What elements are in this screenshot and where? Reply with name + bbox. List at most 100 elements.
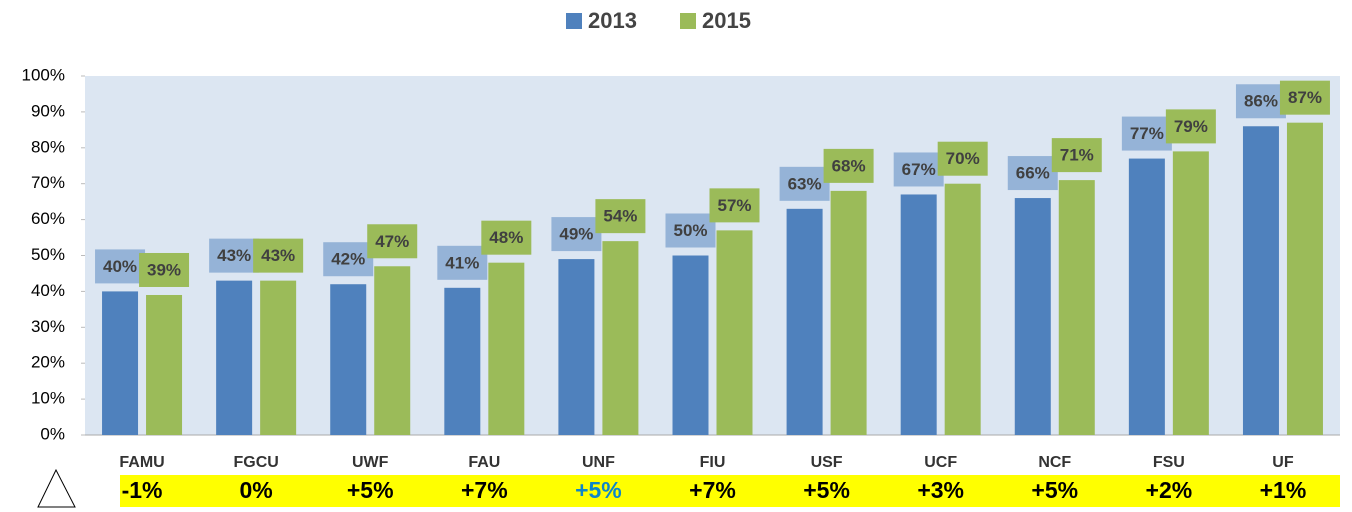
y-tick-label: 10% xyxy=(31,389,65,408)
data-label-box xyxy=(1279,80,1330,115)
data-label-box xyxy=(551,217,602,252)
change-label: +5% xyxy=(575,477,622,503)
data-label-box xyxy=(1165,109,1216,144)
x-tick-label: NCF xyxy=(1038,454,1071,471)
data-label-box xyxy=(367,224,418,259)
bar xyxy=(716,230,753,435)
y-tick-label: 40% xyxy=(31,281,65,300)
bar xyxy=(374,266,411,435)
legend-swatch xyxy=(680,13,696,29)
data-label: 54% xyxy=(603,207,637,226)
change-band xyxy=(120,475,1340,507)
change-label: +5% xyxy=(1031,477,1078,503)
y-tick-label: 60% xyxy=(31,209,65,228)
change-label: +1% xyxy=(1260,477,1307,503)
data-label: 57% xyxy=(717,196,751,215)
change-label: +7% xyxy=(689,477,736,503)
x-tick-label: FGCU xyxy=(233,454,278,471)
x-tick-label: FIU xyxy=(700,454,726,471)
x-tick-label: FAMU xyxy=(119,454,164,471)
data-label-box xyxy=(139,252,190,287)
data-label-box xyxy=(1007,156,1058,191)
y-tick-label: 20% xyxy=(31,353,65,372)
bar xyxy=(1286,122,1323,436)
data-label: 43% xyxy=(217,246,251,265)
legend-label: 2013 xyxy=(588,8,637,33)
data-label: 86% xyxy=(1244,92,1278,111)
data-label: 71% xyxy=(1060,146,1094,165)
data-label-box xyxy=(665,213,716,248)
change-label: +7% xyxy=(461,477,508,503)
x-tick-label: FAU xyxy=(468,454,500,471)
legend-swatch xyxy=(566,13,582,29)
data-label-box xyxy=(209,238,260,273)
data-label: 40% xyxy=(103,257,137,276)
data-label: 87% xyxy=(1288,88,1322,107)
bar xyxy=(1172,151,1209,435)
triangle-icon xyxy=(37,468,76,508)
data-label-box xyxy=(709,188,760,223)
data-label: 39% xyxy=(147,260,181,279)
bar xyxy=(602,241,639,435)
change-label: +3% xyxy=(917,477,964,503)
data-label-box xyxy=(95,249,146,284)
data-label: 47% xyxy=(375,232,409,251)
bar xyxy=(330,284,367,435)
change-label: 0% xyxy=(240,477,273,503)
data-label: 42% xyxy=(331,250,365,269)
bar xyxy=(672,255,709,435)
x-tick-label: UCF xyxy=(924,454,957,471)
bar xyxy=(558,259,595,435)
x-tick-label: FSU xyxy=(1153,454,1185,471)
legend-label: 2015 xyxy=(702,8,751,33)
data-label-box xyxy=(1121,116,1172,151)
data-label-box xyxy=(893,152,944,187)
data-label: 68% xyxy=(832,156,866,175)
x-tick-label: UWF xyxy=(352,454,389,471)
data-label-box xyxy=(937,141,988,176)
bar xyxy=(488,262,525,435)
data-label: 79% xyxy=(1174,117,1208,136)
data-label: 48% xyxy=(489,228,523,247)
data-label: 77% xyxy=(1130,124,1164,143)
y-tick-label: 80% xyxy=(31,137,65,156)
data-label-box xyxy=(823,148,874,183)
data-label: 49% xyxy=(559,225,593,244)
data-label: 43% xyxy=(261,246,295,265)
change-label: +5% xyxy=(347,477,394,503)
data-label-box xyxy=(595,199,646,234)
data-label: 70% xyxy=(946,149,980,168)
data-label-box xyxy=(437,245,488,280)
bar xyxy=(830,190,867,435)
bar xyxy=(900,194,937,435)
data-label: 50% xyxy=(673,221,707,240)
data-label: 66% xyxy=(1016,164,1050,183)
bar xyxy=(1128,158,1165,435)
y-tick-label: 30% xyxy=(31,317,65,336)
bar xyxy=(444,287,481,435)
change-label: -1% xyxy=(122,477,163,503)
bar xyxy=(1242,126,1279,435)
data-label-box xyxy=(779,166,830,201)
y-tick-label: 70% xyxy=(31,173,65,192)
change-label: +2% xyxy=(1146,477,1193,503)
bar xyxy=(944,183,981,435)
data-label-box xyxy=(323,242,374,277)
bar xyxy=(102,291,139,435)
data-label-box xyxy=(253,238,304,273)
data-label: 41% xyxy=(445,253,479,272)
x-tick-label: UF xyxy=(1272,454,1294,471)
data-label: 63% xyxy=(788,174,822,193)
bar xyxy=(1014,198,1051,435)
data-label-box xyxy=(1235,84,1286,119)
y-tick-label: 90% xyxy=(31,101,65,120)
y-tick-label: 50% xyxy=(31,245,65,264)
change-label: +5% xyxy=(803,477,850,503)
data-label-box xyxy=(481,220,532,255)
x-tick-label: UNF xyxy=(582,454,615,471)
bar xyxy=(146,294,183,435)
data-label-box xyxy=(1051,138,1102,173)
data-label: 67% xyxy=(902,160,936,179)
y-tick-label: 100% xyxy=(22,65,65,84)
